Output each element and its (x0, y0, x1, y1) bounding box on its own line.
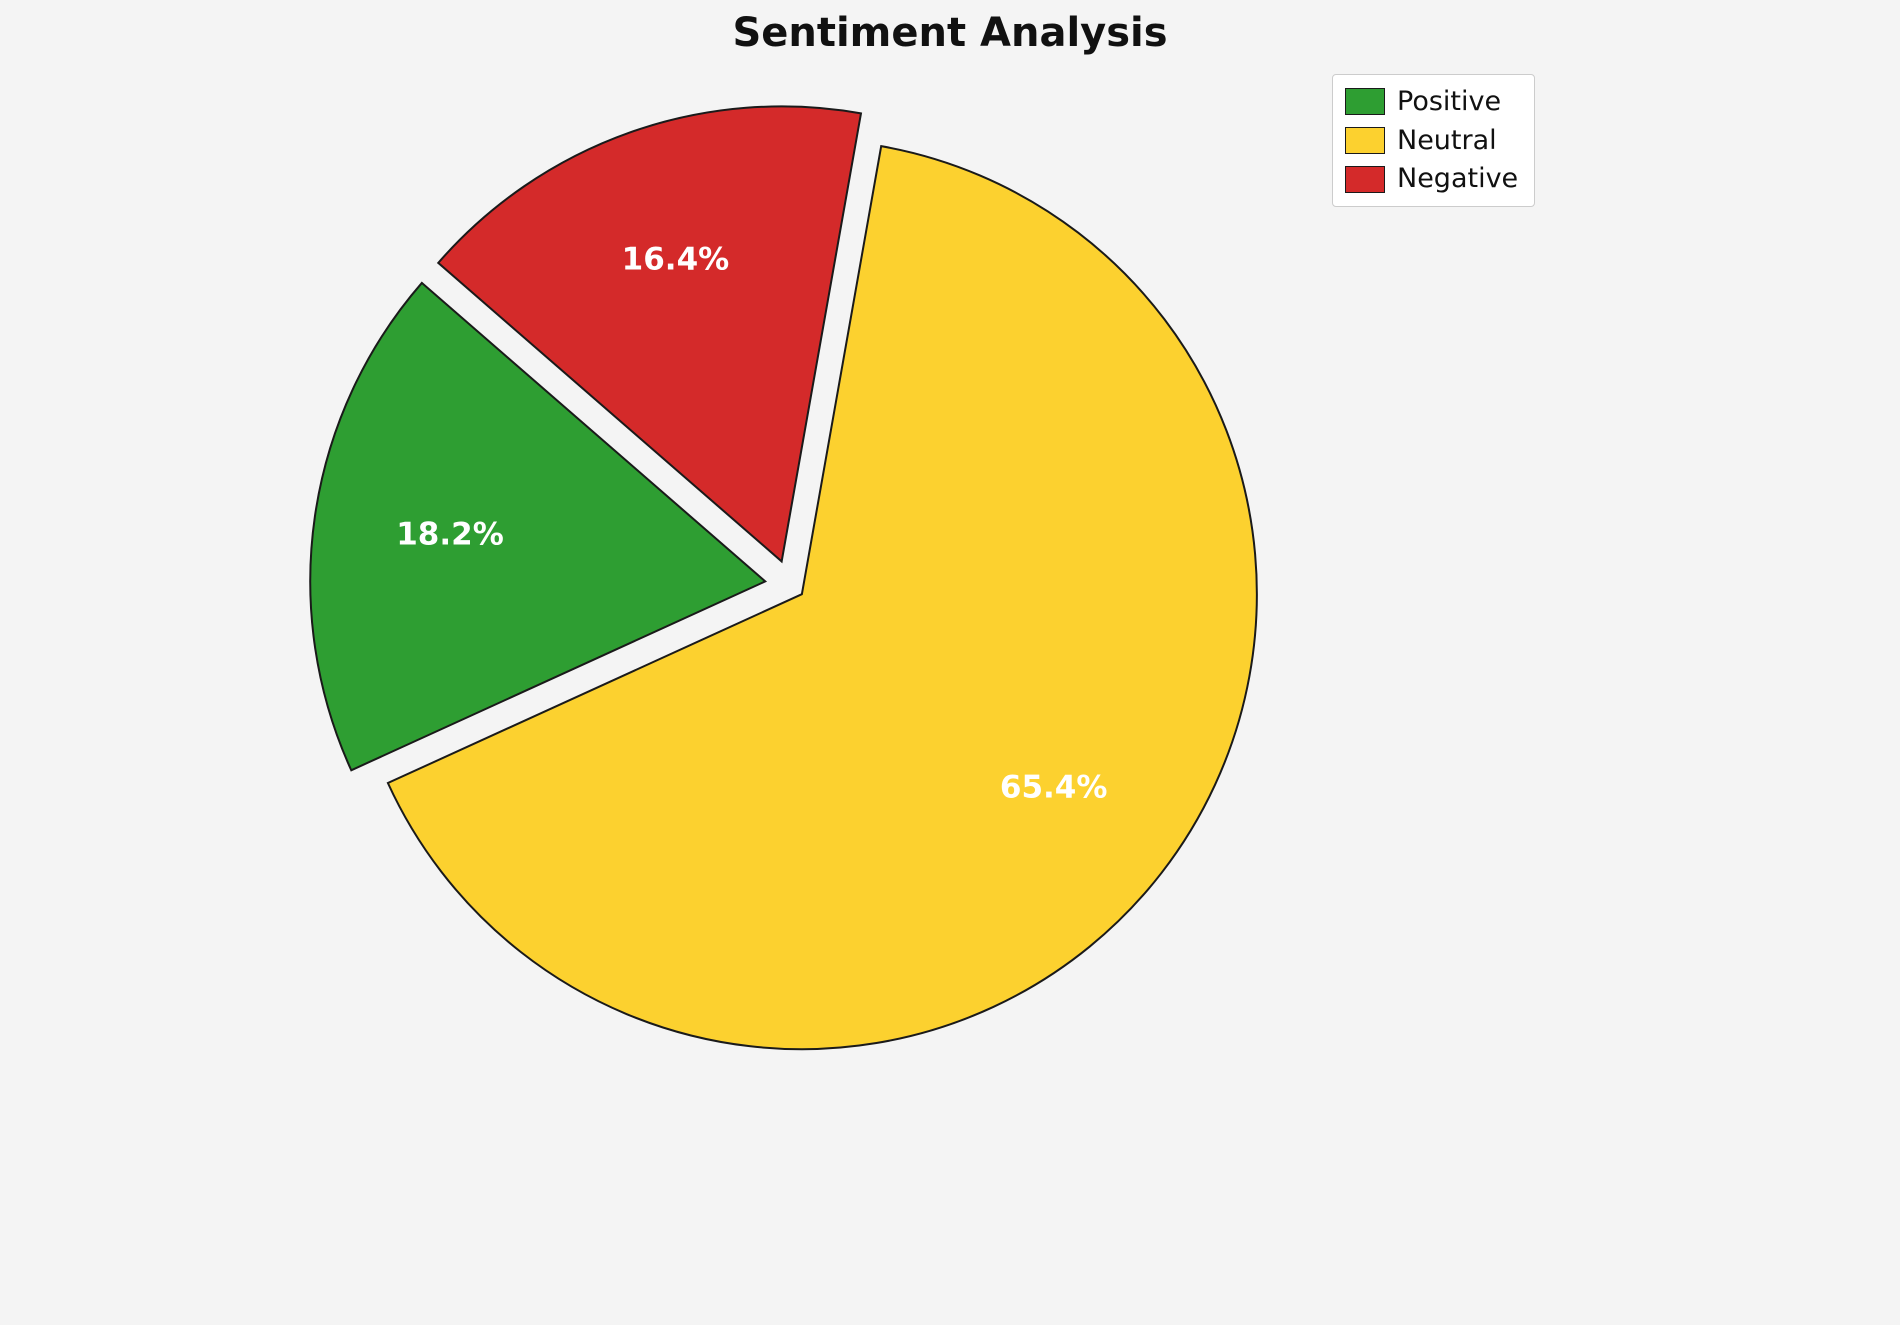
pie-slice-negative (436, 105, 863, 564)
pct-label-positive: 18.2% (396, 516, 504, 552)
pie-slice-positive (309, 281, 768, 772)
chart-title: Sentiment Analysis (732, 10, 1168, 56)
legend-swatch-negative (1345, 165, 1385, 193)
legend-swatch-neutral (1345, 127, 1385, 155)
legend: Positive Neutral Negative (1332, 74, 1536, 208)
legend-label-neutral: Neutral (1397, 124, 1497, 156)
legend-label-positive: Positive (1397, 86, 1502, 117)
pie-slice-neutral (386, 144, 1258, 1051)
legend-item-positive: Positive (1345, 87, 1518, 117)
pct-label-neutral: 65.4% (1000, 770, 1108, 806)
pct-label-negative: 16.4% (622, 242, 730, 278)
legend-swatch-positive (1345, 88, 1385, 116)
legend-label-negative: Negative (1397, 163, 1519, 195)
legend-item-negative: Negative (1345, 164, 1518, 194)
legend-item-neutral: Neutral (1345, 124, 1518, 156)
